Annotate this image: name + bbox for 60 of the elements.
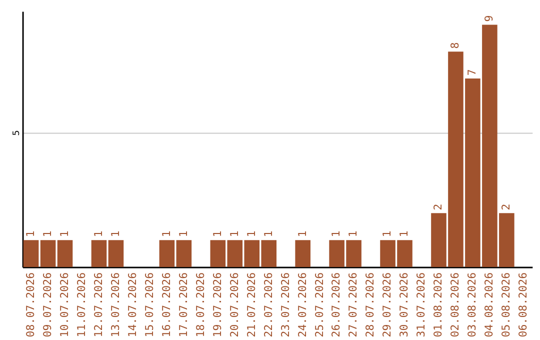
bar (40, 240, 56, 268)
data-label: 2 (432, 204, 445, 210)
x-tick-label: 03.08.2026 (466, 272, 479, 338)
data-label: 1 (380, 230, 394, 238)
data-label: 8 (448, 42, 462, 49)
x-tick-label: 13.07.2026 (108, 272, 122, 338)
x-tick-label: 06.08.2026 (516, 272, 530, 338)
x-tick-label: 18.07.2026 (194, 272, 207, 338)
x-tick-label: 01.08.2026 (432, 272, 445, 338)
data-label: 1 (262, 230, 275, 238)
x-tick-label: 20.07.2026 (228, 272, 241, 338)
x-tick-label: 21.07.2026 (244, 272, 258, 338)
x-tick-label: 19.07.2026 (210, 272, 224, 338)
x-tick-label: 29.07.2026 (380, 272, 394, 338)
bar (23, 240, 39, 268)
x-tick-label: 09.07.2026 (40, 272, 54, 338)
x-tick-label: 04.08.2026 (482, 272, 496, 338)
data-label: 1 (330, 230, 343, 238)
x-tick-label: 25.07.2026 (312, 272, 326, 338)
x-tick-label: 08.07.2026 (24, 272, 37, 338)
x-tick-label: 12.07.2026 (92, 272, 105, 338)
data-label: 1 (210, 230, 224, 238)
bar (159, 240, 175, 268)
data-label: 1 (398, 230, 411, 238)
data-label: 2 (500, 204, 513, 210)
bar (108, 240, 124, 268)
x-tick-label: 24.07.2026 (296, 272, 309, 338)
x-tick-label: 14.07.2026 (126, 272, 139, 338)
data-label: 1 (176, 230, 190, 238)
x-tick-label: 02.08.2026 (448, 272, 462, 338)
x-tick-label: 22.07.2026 (262, 272, 275, 338)
x-tick-label: 28.07.2026 (364, 272, 377, 338)
data-label: 1 (24, 230, 37, 238)
x-tick-label: 05.08.2026 (500, 272, 513, 338)
x-tick-label: 16.07.2026 (160, 272, 173, 338)
x-tick-label: 26.07.2026 (330, 272, 343, 338)
bar (295, 240, 310, 268)
data-label: 1 (346, 230, 360, 238)
x-tick-label: 17.07.2026 (176, 272, 190, 338)
data-label: 1 (92, 230, 105, 238)
data-label: 7 (466, 69, 479, 76)
data-label: 1 (108, 230, 122, 238)
data-label: 9 (482, 15, 496, 22)
x-tick-label: 11.07.2026 (74, 272, 88, 338)
y-tick-label: 5 (12, 130, 22, 136)
x-tick-label: 30.07.2026 (398, 272, 411, 338)
data-label: 1 (58, 230, 71, 238)
x-tick-label: 31.07.2026 (414, 272, 428, 338)
bar (57, 240, 73, 268)
x-tick-label: 15.07.2026 (142, 272, 156, 338)
x-tick-label: 27.07.2026 (346, 272, 360, 338)
data-label: 1 (228, 230, 241, 238)
bar (176, 240, 192, 268)
data-label: 1 (160, 230, 173, 238)
data-label: 1 (40, 230, 54, 238)
data-label: 1 (296, 230, 309, 238)
x-tick-label: 10.07.2026 (58, 272, 71, 338)
x-tick-label: 23.07.2026 (278, 272, 292, 338)
data-label: 1 (244, 230, 258, 238)
bar (91, 240, 107, 268)
